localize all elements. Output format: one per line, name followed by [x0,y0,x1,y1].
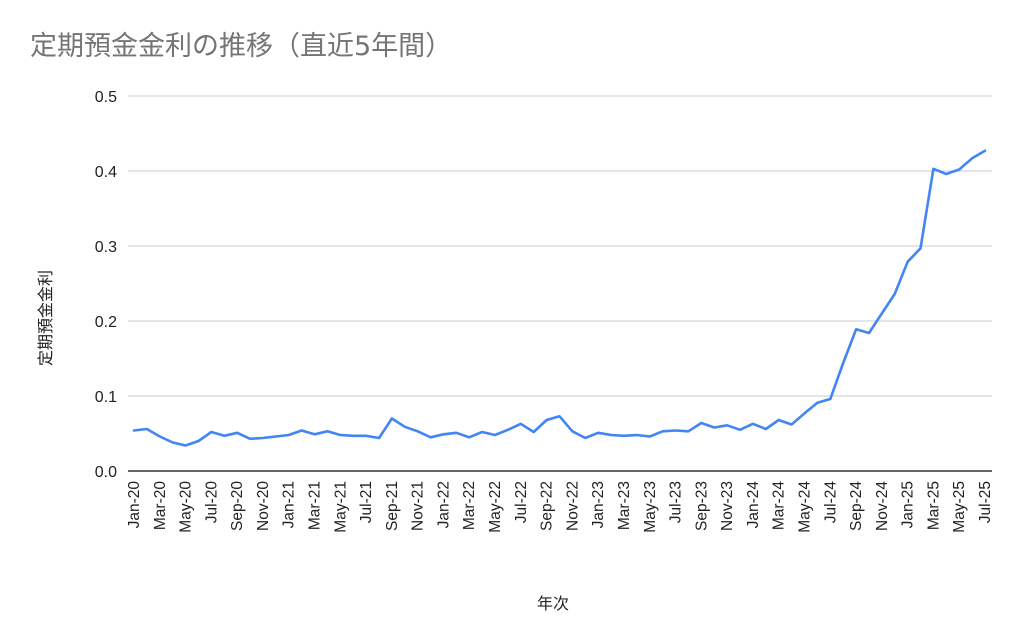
x-tick-label: Sep-24 [848,481,865,531]
x-tick-label: Sep-20 [229,481,246,531]
chart-title: 定期預金金利の推移（直近5年間） [30,31,453,62]
x-tick-label: Jul-23 [668,481,685,523]
x-tick-label: Jan-21 [281,481,298,528]
series-line [132,149,987,447]
y-tick-label: 0.3 [95,239,117,256]
x-tick-label: Jul-22 [513,481,530,523]
x-tick-label: Jul-21 [358,481,375,523]
x-tick-label: May-23 [642,481,659,533]
x-axis-title: 年次 [536,594,570,613]
x-tick-label: Jan-23 [590,481,607,528]
x-tick-label: Jul-25 [977,481,994,523]
x-tick-label: Mar-24 [771,481,788,530]
y-tick-label: 0.5 [95,89,117,106]
x-tick-label: Jul-20 [203,481,220,524]
y-tick-label: 0.1 [95,389,117,406]
x-tick-label: Jan-24 [745,481,762,529]
x-tick-label: Mar-20 [152,481,169,530]
x-tick-label: May-20 [178,481,195,533]
x-tick-label: Jan-20 [126,481,143,529]
x-tick-label: May-22 [487,481,504,533]
y-tick-label: 0.4 [95,164,117,181]
x-axis-ticks: Jan-20 Mar-20 May-20 Jul-20 Sep-20 Nov-20 Jan-… [126,481,994,533]
x-tick-label: Nov-23 [719,481,736,531]
x-tick-label: May-21 [332,481,349,533]
y-axis-ticks: 0.0 0.1 0.2 0.3 0.4 0.5 [95,89,117,481]
x-tick-label: Mar-25 [925,481,942,530]
x-tick-label: Sep-21 [384,481,401,531]
x-tick-label: Jan-22 [435,481,452,528]
x-tick-label: Mar-23 [616,481,633,530]
x-tick-label: Jul-24 [822,481,839,524]
x-tick-label: Jan-25 [900,481,917,528]
gridlines [128,95,992,397]
x-tick-label: May-24 [796,481,813,533]
x-tick-label: Nov-20 [255,481,272,531]
x-tick-label: Nov-21 [410,481,427,531]
y-tick-label: 0.0 [95,464,117,481]
x-tick-label: Nov-24 [874,481,891,531]
x-tick-label: Sep-23 [693,481,710,531]
x-tick-label: Mar-21 [307,481,324,530]
x-tick-label: Sep-22 [539,481,556,531]
x-tick-label: Mar-22 [461,481,478,530]
y-tick-label: 0.2 [95,314,117,331]
x-tick-label: May-25 [951,481,968,533]
x-tick-label: Nov-22 [564,481,581,531]
